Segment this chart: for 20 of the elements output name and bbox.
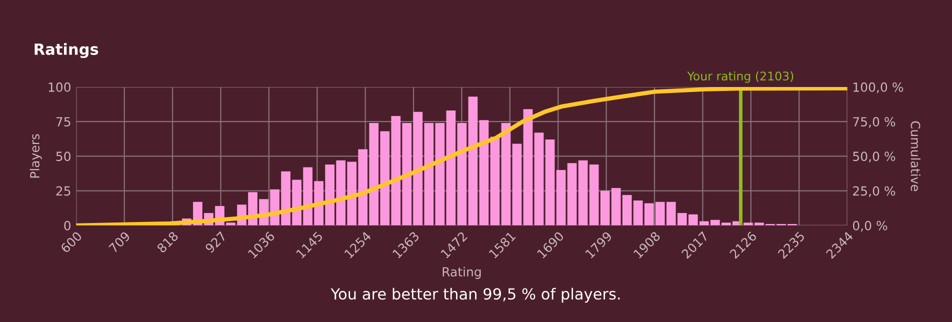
y2-tick-label: 0,0 % bbox=[852, 220, 888, 232]
x-axis-title: Rating bbox=[442, 266, 481, 279]
y2-tick-label: 75,0 % bbox=[853, 117, 896, 128]
text: You are better than 99,5 % of players. bbox=[330, 288, 620, 303]
y-tick-label: 0 bbox=[64, 220, 70, 230]
y-axis-title: Players bbox=[30, 134, 42, 178]
y-tick-label: 75 bbox=[56, 117, 70, 126]
chart-title: Ratings bbox=[34, 43, 98, 58]
x-tick-label: 600 bbox=[60, 231, 82, 254]
x-tick-label: 709 bbox=[108, 231, 131, 254]
y2-tick-label: 25,0 % bbox=[853, 186, 896, 197]
line-series bbox=[76, 86, 848, 226]
ref-line-label: Your rating (2103) bbox=[687, 71, 794, 83]
y-tick-label: 100 bbox=[48, 82, 70, 92]
y-tick-label: 25 bbox=[56, 186, 70, 196]
y2-axis-title: Cumulative bbox=[910, 121, 920, 192]
x-tick-label: 818 bbox=[156, 231, 179, 254]
y2-tick-label: 100,0 % bbox=[854, 82, 904, 94]
y-tick-label: 50 bbox=[56, 152, 70, 162]
y2-tick-label: 50,0 % bbox=[853, 152, 896, 162]
